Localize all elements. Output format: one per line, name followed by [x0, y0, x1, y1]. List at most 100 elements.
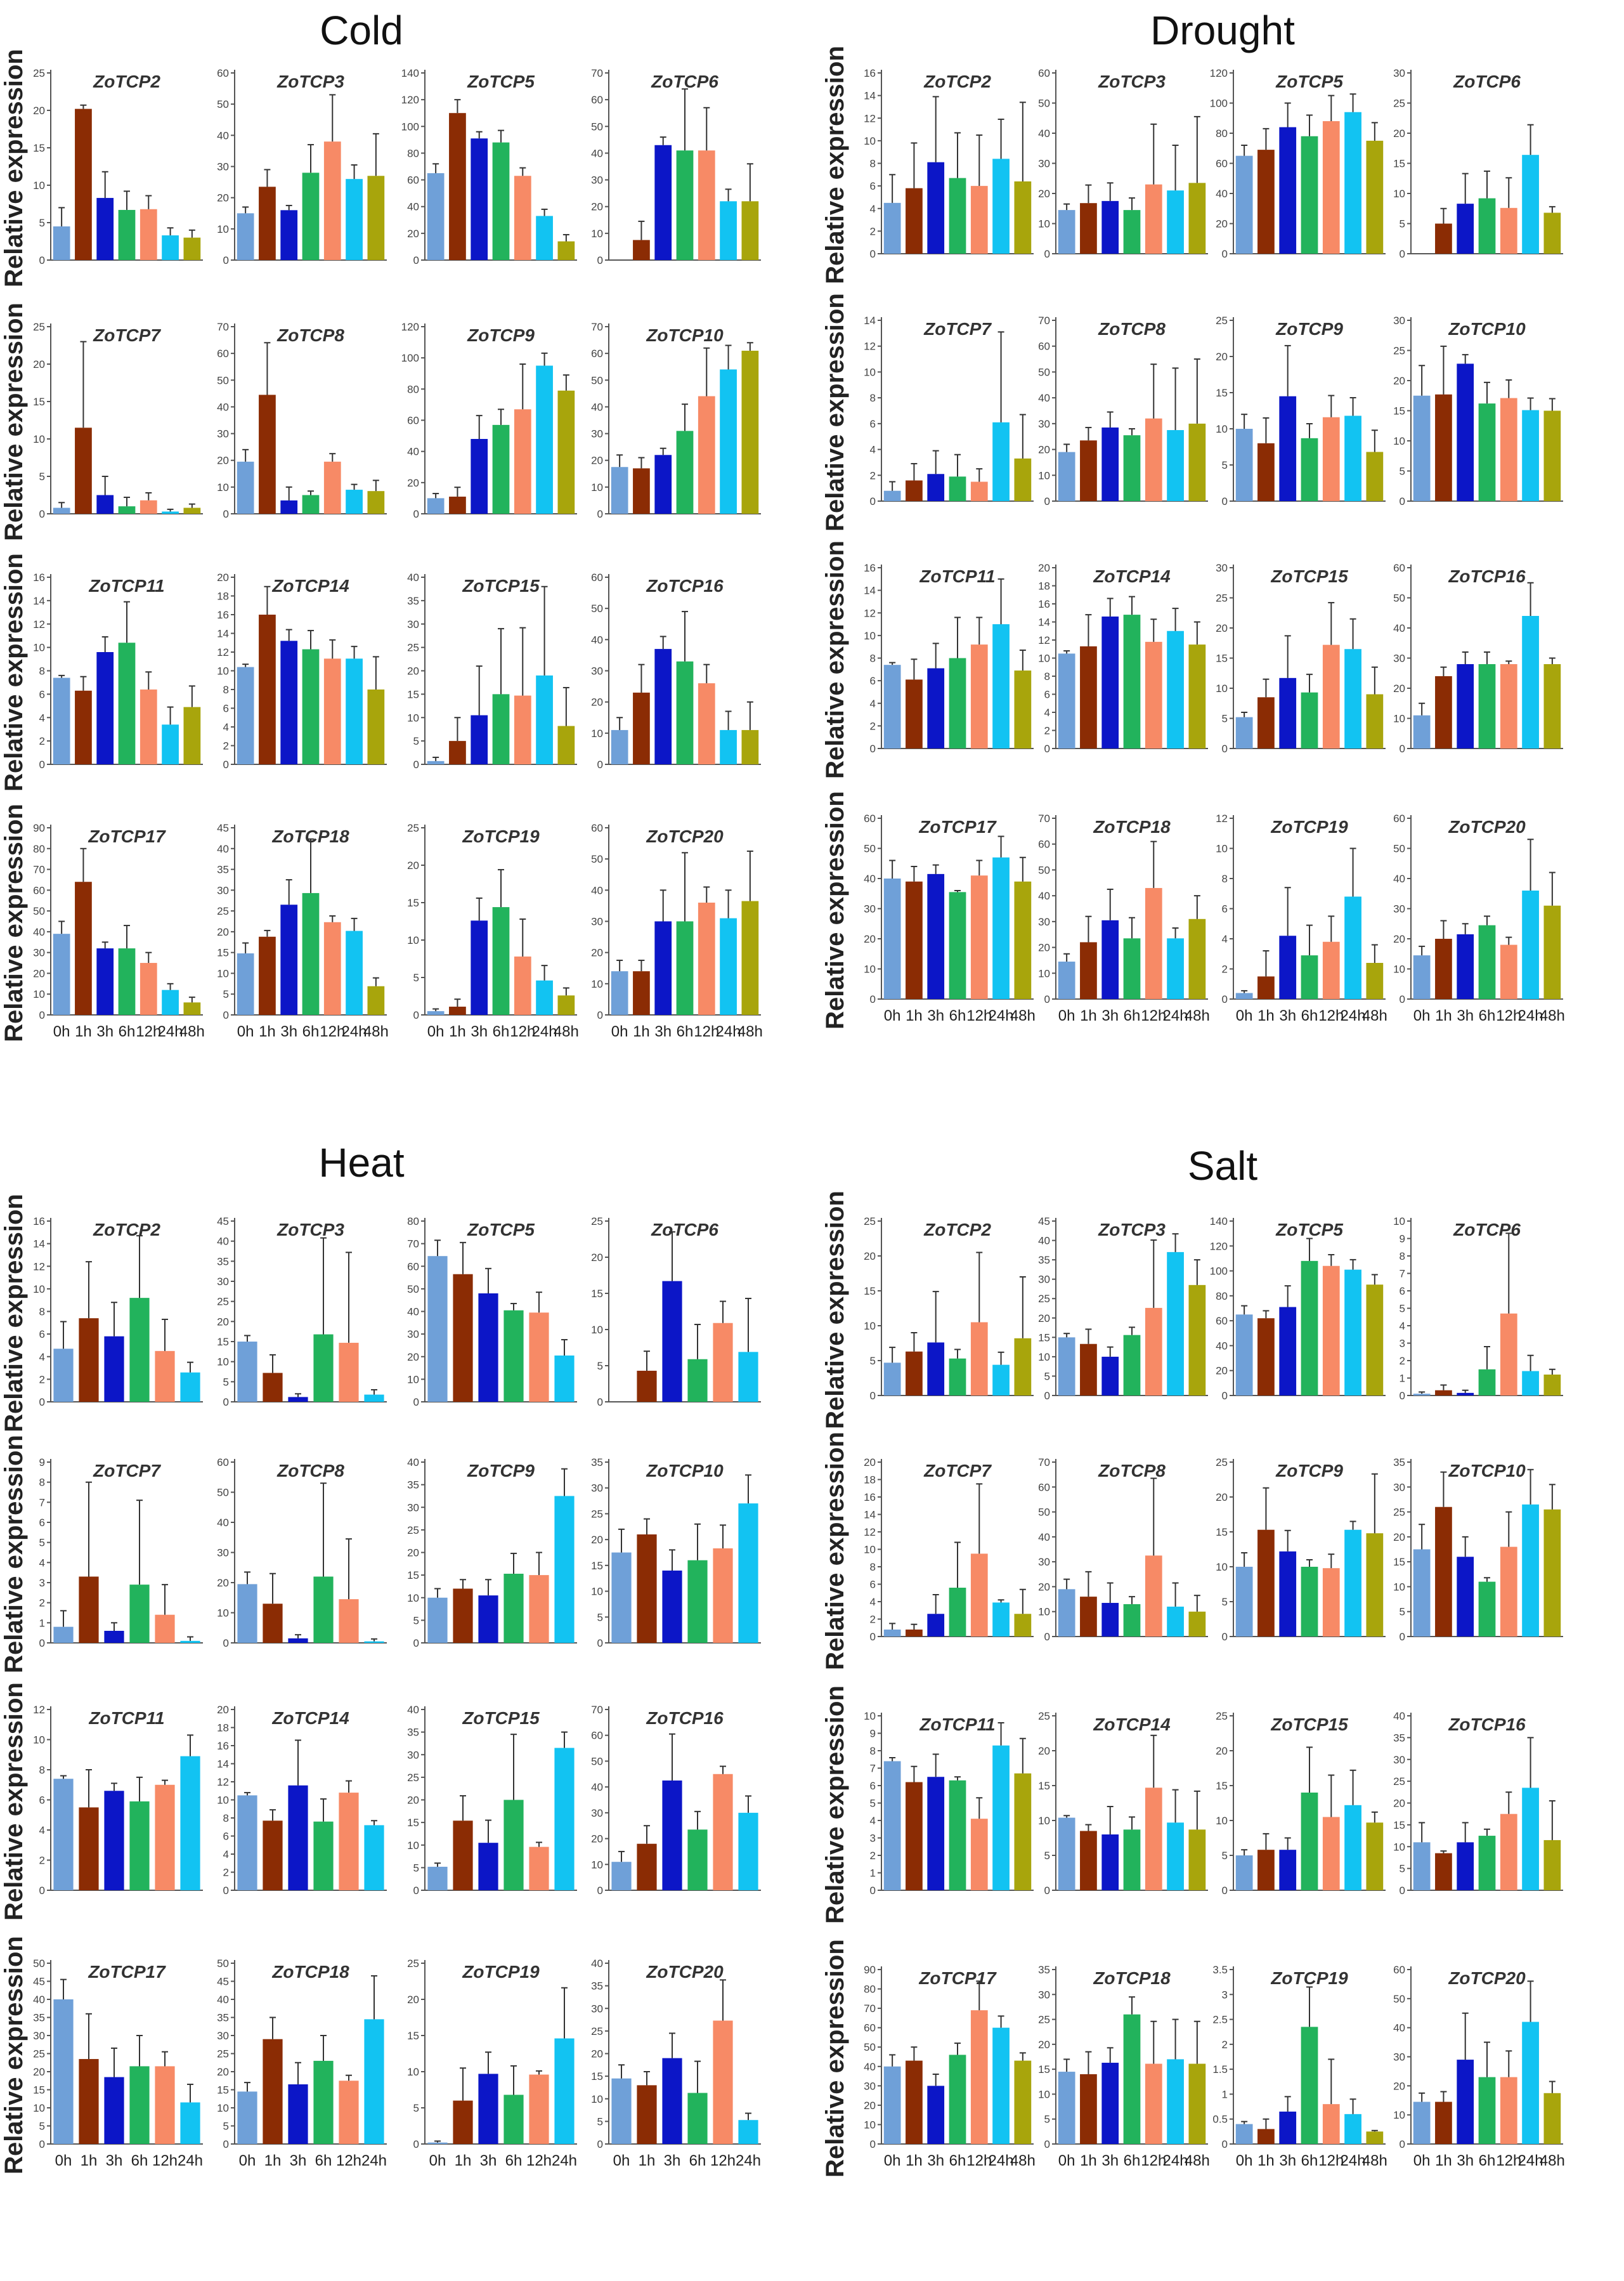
gene-label: ZoTCP16 [646, 1708, 724, 1728]
bar-3h [1279, 1307, 1297, 1395]
y-tick-label: 35 [407, 595, 419, 607]
x-tick-label: 12h [336, 2152, 361, 2169]
y-tick-label: 5 [870, 1798, 876, 1810]
y-tick-label: 5 [1400, 218, 1405, 230]
y-tick-label: 6 [870, 675, 876, 687]
y-tick-label: 10 [591, 1324, 603, 1336]
y-tick-label: 20 [407, 859, 419, 872]
bar-48h [1014, 670, 1032, 748]
y-tick-label: 20 [1393, 1531, 1405, 1543]
y-tick-label: 60 [591, 822, 603, 834]
y-tick-label: 20 [1393, 683, 1405, 695]
bar-1h [449, 496, 466, 514]
y-tick-label: 4 [870, 698, 876, 710]
y-tick-label: 0 [870, 1390, 876, 1402]
y-tick-label: 25 [864, 1215, 876, 1227]
y-tick-label: 0 [1044, 993, 1050, 1005]
y-tick-label: 40 [217, 1994, 229, 2006]
gene-label: ZoTCP9 [467, 1461, 535, 1480]
y-tick-label: 50 [864, 2041, 876, 2053]
y-tick-label: 50 [591, 121, 603, 133]
x-tick-label: 6h [493, 1023, 510, 1040]
bar-3h [104, 1336, 124, 1402]
x-tick-label: 24h [989, 2152, 1014, 2169]
y-tick-label: 8 [39, 1477, 45, 1489]
bar-3h [471, 138, 488, 260]
bar-3h [96, 198, 114, 260]
bar-24h [1522, 2022, 1539, 2144]
y-tick-label: 3 [1400, 1338, 1405, 1350]
bar-0h [1413, 1549, 1431, 1637]
bar-3h [478, 1293, 498, 1402]
bar-24h [1344, 649, 1361, 748]
bar-3h [471, 920, 488, 1015]
bar-48h [1014, 181, 1032, 254]
gene-label: ZoTCP20 [646, 827, 724, 846]
bar-12h [1145, 887, 1162, 999]
bar-12h [713, 1548, 733, 1643]
bar-6h [1478, 2077, 1496, 2144]
bar-0h [883, 879, 901, 999]
y-tick-label: 30 [1393, 1481, 1405, 1493]
x-tick-label: 0h [237, 1023, 254, 1040]
bar-12h [529, 1312, 549, 1402]
y-tick-label: 80 [1216, 127, 1228, 140]
y-tick-label: 1 [1400, 1373, 1405, 1385]
bar-3h [654, 921, 672, 1015]
bar-24h [1344, 896, 1361, 999]
bar-3h [1279, 127, 1297, 254]
bar-48h [1014, 2060, 1032, 2144]
x-tick-label: 1h [259, 1023, 276, 1040]
y-tick-label: 5 [1400, 1606, 1405, 1618]
bar-12h [1322, 1817, 1340, 1890]
bar-6h [949, 178, 966, 254]
bar-48h [183, 1002, 201, 1015]
gene-label: ZoTCP3 [276, 72, 344, 91]
subplot-zotcp5: 0 20 40 60 80 100 120 ZoTCP5 [1210, 67, 1386, 260]
subplot-zotcp16: 0 10 20 30 40 50 60 70 ZoTCP16 [591, 1704, 761, 1897]
bar-0h [611, 467, 628, 514]
y-tick-label: 50 [591, 603, 603, 615]
y-tick-label: 20 [1038, 2039, 1050, 2051]
bar-12h [529, 2074, 549, 2144]
bar-12h [529, 1575, 549, 1643]
x-tick-label: 12h [526, 2152, 552, 2169]
subplot-zotcp5: 0 10 20 30 40 50 60 70 80 ZoTCP5 [407, 1215, 577, 1408]
bar-48h [557, 726, 575, 764]
y-tick-label: 60 [591, 94, 603, 106]
bar-48h [1014, 1773, 1032, 1890]
bar-12h [140, 500, 157, 514]
x-tick-label: 0h [429, 2152, 446, 2169]
y-axis-label: Relative expression [0, 804, 28, 1042]
bar-1h [453, 1274, 473, 1402]
bar-6h [503, 1573, 524, 1643]
bar-6h [302, 495, 320, 514]
y-tick-label: 60 [1216, 1315, 1228, 1327]
y-tick-label: 4 [39, 1824, 45, 1836]
bar-1h [259, 186, 276, 260]
bar-0h [1235, 993, 1253, 999]
bar-24h [1344, 415, 1361, 501]
gene-label: ZoTCP18 [271, 1962, 349, 1982]
y-tick-label: 10 [1038, 2088, 1050, 2100]
bar-24h [992, 1602, 1010, 1637]
y-tick-label: 35 [407, 1727, 419, 1739]
y-tick-label: 20 [864, 933, 876, 945]
bar-3h [280, 641, 298, 764]
y-tick-label: 20 [1216, 1491, 1228, 1503]
y-tick-label: 3 [39, 1577, 45, 1589]
bar-12h [514, 695, 531, 764]
bar-12h [1145, 1555, 1162, 1637]
y-tick-label: 20 [1038, 1581, 1050, 1593]
subplot-zotcp9: 0 20 40 60 80 100 120 ZoTCP9 [401, 321, 577, 520]
bar-3h [1279, 677, 1297, 748]
bar-3h [471, 439, 488, 514]
subplot-zotcp3: 0 5 10 15 20 25 30 35 40 45 ZoTCP3 [217, 1215, 387, 1408]
y-tick-label: 0 [223, 254, 229, 266]
y-tick-label: 35 [1038, 1964, 1050, 1976]
y-tick-label: 15 [407, 1817, 419, 1829]
bar-48h [183, 707, 201, 764]
bar-24h [554, 1355, 575, 1402]
bar-0h [1058, 210, 1075, 254]
